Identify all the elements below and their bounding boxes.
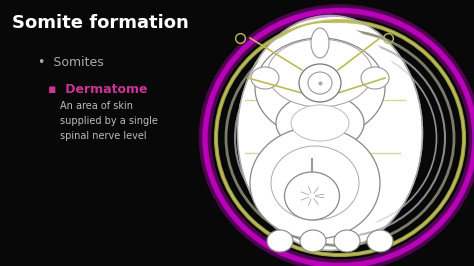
Ellipse shape [276,94,364,152]
Ellipse shape [267,230,293,252]
Ellipse shape [237,15,422,251]
Ellipse shape [367,230,393,252]
Ellipse shape [250,127,380,239]
Ellipse shape [299,64,341,102]
Ellipse shape [308,72,332,94]
Text: Somite formation: Somite formation [12,14,189,32]
Ellipse shape [300,230,326,252]
Ellipse shape [271,146,359,220]
Ellipse shape [237,23,412,243]
Ellipse shape [291,105,349,141]
Ellipse shape [334,230,360,252]
Ellipse shape [267,39,373,107]
Ellipse shape [361,67,389,89]
Ellipse shape [251,67,279,89]
Text: An area of skin
supplied by a single
spinal nerve level: An area of skin supplied by a single spi… [60,101,158,141]
Ellipse shape [284,172,339,220]
Text: •  Somites: • Somites [38,56,104,69]
Ellipse shape [311,28,329,58]
Ellipse shape [255,38,385,138]
Text: ▪  Dermatome: ▪ Dermatome [48,83,147,96]
